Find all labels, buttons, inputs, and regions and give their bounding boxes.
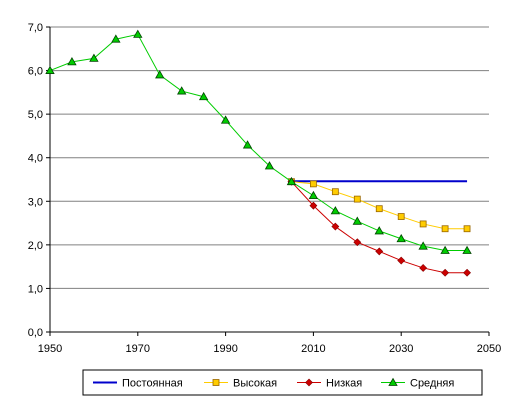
legend-label-2: Низкая <box>326 378 362 390</box>
y-tick-label-3: 3,0 <box>28 196 43 208</box>
x-tick-label-3: 2010 <box>301 343 325 355</box>
data-point-3-0 <box>45 65 55 74</box>
data-point-1-8 <box>463 225 471 233</box>
legend-item-2: Низкая <box>297 378 362 390</box>
data-point-3-18 <box>440 245 450 254</box>
x-tick-label-1: 1970 <box>126 343 150 355</box>
data-point-3-9 <box>242 140 253 149</box>
x-tick-label-5: 2050 <box>477 343 501 355</box>
data-point-2-5 <box>397 256 406 265</box>
data-point-2-8 <box>463 268 471 277</box>
data-point-3-12 <box>308 190 319 200</box>
legend-swatch-marker-3 <box>388 377 398 386</box>
data-point-3-14 <box>352 216 362 225</box>
legend-label-1: Высокая <box>233 378 277 390</box>
series-3 <box>45 29 472 254</box>
data-point-3-11 <box>286 176 297 186</box>
series-1 <box>288 178 471 233</box>
data-point-1-6 <box>419 220 427 228</box>
data-point-3-15 <box>374 226 384 235</box>
data-point-2-7 <box>441 268 450 277</box>
data-point-3-1 <box>67 57 77 66</box>
y-tick-label-7: 7,0 <box>28 22 43 34</box>
data-point-3-19 <box>462 245 472 254</box>
data-point-1-3 <box>353 195 361 203</box>
data-point-3-3 <box>111 34 121 43</box>
data-point-1-4 <box>375 205 383 213</box>
data-point-3-5 <box>155 70 165 79</box>
legend-item-3: Средняя <box>381 378 454 390</box>
data-point-1-2 <box>331 188 339 196</box>
series-line-3 <box>49 33 468 252</box>
data-point-3-13 <box>330 206 341 215</box>
x-axis-tick-labels: 1950 1970 1990 2010 2030 2050 <box>38 343 501 355</box>
data-point-2-1 <box>309 201 318 210</box>
legend-swatch-marker-2 <box>305 378 313 387</box>
legend-label-3: Средняя <box>410 378 454 390</box>
legend: Постоянная Высокая Низкая Средняя <box>82 369 483 396</box>
data-point-3-2 <box>89 53 99 62</box>
data-point-3-16 <box>396 233 406 243</box>
data-point-3-10 <box>264 161 275 170</box>
legend-item-1: Высокая <box>204 378 277 390</box>
data-point-3-7 <box>198 91 209 101</box>
x-tick-label-2: 1990 <box>213 343 237 355</box>
x-tick-label-4: 2030 <box>389 343 413 355</box>
legend-label-0: Постоянная <box>122 378 183 390</box>
y-tick-label-1: 1,0 <box>28 283 43 295</box>
y-tick-label-5: 5,0 <box>28 109 43 121</box>
grid-lines <box>50 26 489 289</box>
data-point-3-4 <box>133 29 143 38</box>
legend-box <box>82 369 483 396</box>
data-point-3-6 <box>177 86 187 95</box>
data-point-2-3 <box>353 238 362 247</box>
series-lines <box>45 29 472 277</box>
data-point-3-8 <box>220 115 231 124</box>
series-line-1 <box>291 181 468 230</box>
data-point-1-5 <box>397 213 405 220</box>
legend-swatch-marker-1 <box>212 379 220 386</box>
legend-item-0: Постоянная <box>93 378 183 390</box>
data-point-3-17 <box>418 241 428 250</box>
data-point-2-4 <box>375 247 384 256</box>
y-axis-tick-labels: 0,0 1,0 2,0 3,0 4,0 5,0 6,0 7,0 <box>28 22 43 339</box>
y-tick-label-2: 2,0 <box>28 240 43 252</box>
data-point-1-1 <box>309 180 317 188</box>
x-tick-label-0: 1950 <box>38 343 62 355</box>
data-point-2-2 <box>331 222 340 231</box>
y-tick-label-0: 0,0 <box>28 327 43 339</box>
y-tick-label-4: 4,0 <box>28 153 43 165</box>
data-point-1-7 <box>441 225 449 233</box>
y-tick-label-6: 6,0 <box>28 66 43 78</box>
data-point-2-6 <box>419 264 428 272</box>
